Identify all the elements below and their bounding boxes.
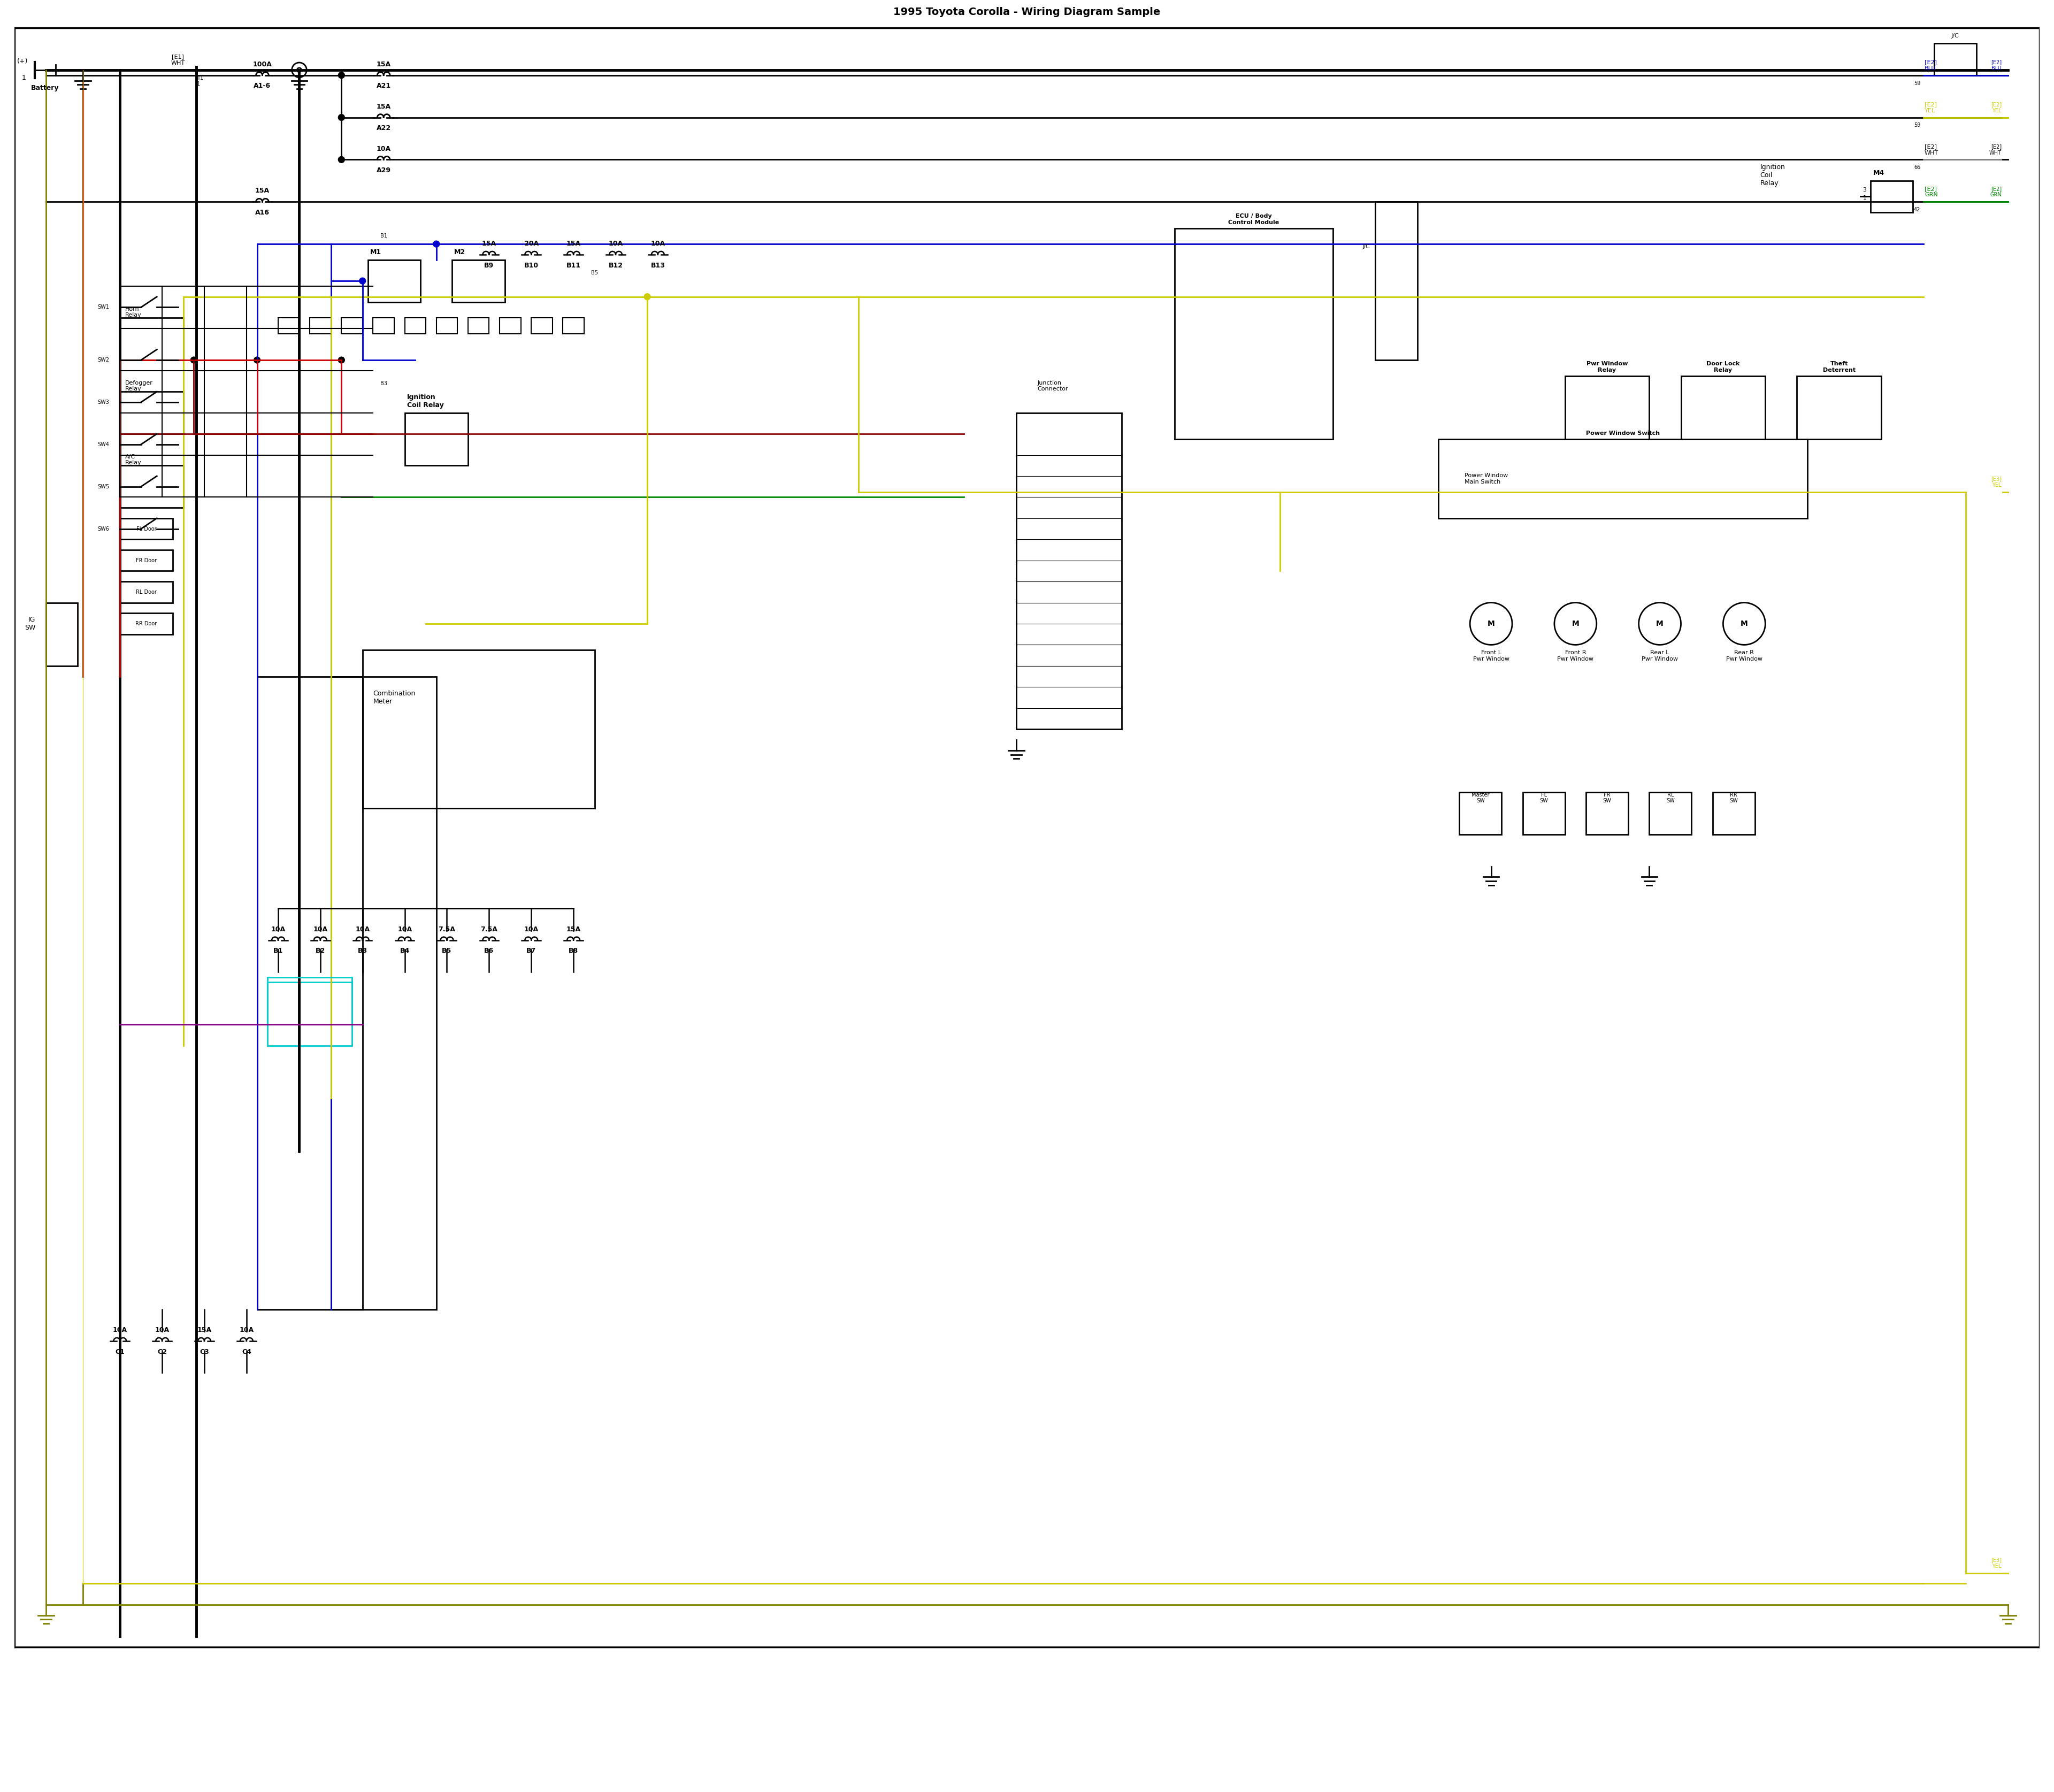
Text: FL
SW: FL SW <box>1540 792 1549 803</box>
Text: B12: B12 <box>608 262 622 269</box>
Text: 15A: 15A <box>376 104 390 109</box>
Circle shape <box>255 357 261 364</box>
Text: M: M <box>1571 620 1580 627</box>
Text: Horn
Relay: Horn Relay <box>125 306 142 317</box>
Text: M: M <box>1656 620 1664 627</box>
Bar <box>1680 376 1764 439</box>
Text: B3: B3 <box>380 382 386 387</box>
Bar <box>1522 792 1565 835</box>
Bar <box>331 676 435 1310</box>
Text: FL Door: FL Door <box>136 527 156 532</box>
Bar <box>267 982 351 1047</box>
Text: Defogger
Relay: Defogger Relay <box>125 380 152 392</box>
Text: RR Door: RR Door <box>136 622 156 627</box>
Bar <box>468 317 489 333</box>
Text: SW6: SW6 <box>99 527 109 532</box>
Circle shape <box>359 278 366 285</box>
Text: B7: B7 <box>526 948 536 955</box>
Bar <box>1565 376 1649 439</box>
Bar <box>1374 202 1417 360</box>
Text: SW1: SW1 <box>99 305 109 310</box>
Bar <box>1460 792 1501 835</box>
Text: 10A: 10A <box>113 1326 127 1333</box>
Text: ECU / Body
Control Module: ECU / Body Control Module <box>1228 213 1280 226</box>
Text: 10A: 10A <box>398 926 413 934</box>
Text: FR Door: FR Door <box>136 557 156 563</box>
Text: [E2]
WHT: [E2] WHT <box>1990 143 2001 156</box>
Text: Pwr Window
Relay: Pwr Window Relay <box>1586 362 1627 373</box>
Bar <box>1797 376 1881 439</box>
Bar <box>362 650 594 808</box>
Circle shape <box>339 357 345 364</box>
Bar <box>119 582 173 602</box>
Text: [E2]
BLU: [E2] BLU <box>1925 59 1937 72</box>
Text: B4: B4 <box>401 948 409 955</box>
Bar <box>119 518 173 539</box>
Text: Ignition
Coil
Relay: Ignition Coil Relay <box>1760 163 1785 186</box>
Text: B2: B2 <box>316 948 325 955</box>
Bar <box>532 317 553 333</box>
Bar <box>1871 181 1912 213</box>
Bar <box>1175 228 1333 439</box>
Text: A16: A16 <box>255 210 269 217</box>
Text: Ignition
Coil Relay: Ignition Coil Relay <box>407 394 444 409</box>
Text: FR
SW: FR SW <box>1602 792 1610 803</box>
Text: IG
SW: IG SW <box>25 616 35 631</box>
Circle shape <box>339 156 345 163</box>
Text: C3: C3 <box>199 1348 210 1355</box>
Text: A22: A22 <box>376 125 390 133</box>
Text: 66: 66 <box>1914 165 1920 170</box>
Circle shape <box>433 240 440 247</box>
Text: Door Lock
Relay: Door Lock Relay <box>1707 362 1740 373</box>
Bar <box>119 550 173 572</box>
Text: 100A: 100A <box>253 61 271 68</box>
Text: A29: A29 <box>376 167 390 174</box>
Text: 10A: 10A <box>608 240 622 247</box>
Text: 1: 1 <box>1863 195 1867 201</box>
Circle shape <box>339 115 345 120</box>
Bar <box>405 317 425 333</box>
Text: B3: B3 <box>357 948 368 955</box>
Text: A1-6: A1-6 <box>255 82 271 90</box>
Text: Battery: Battery <box>31 84 60 91</box>
Text: M2: M2 <box>454 249 466 256</box>
Bar <box>405 412 468 466</box>
Bar <box>1017 412 1121 729</box>
Text: 10A: 10A <box>524 926 538 934</box>
Text: A/C
Relay: A/C Relay <box>125 453 142 466</box>
Text: 15A: 15A <box>197 1326 212 1333</box>
Text: 42: 42 <box>1914 208 1920 213</box>
Text: B10: B10 <box>524 262 538 269</box>
Text: Combination
Meter: Combination Meter <box>374 690 415 704</box>
Text: B11: B11 <box>567 262 581 269</box>
Bar <box>257 676 362 1310</box>
Text: 15A: 15A <box>567 926 581 934</box>
Text: M4: M4 <box>1873 170 1884 176</box>
Bar <box>368 260 421 303</box>
Circle shape <box>645 294 651 299</box>
Text: 15A: 15A <box>483 240 497 247</box>
Circle shape <box>191 357 197 364</box>
Text: RL
SW: RL SW <box>1666 792 1674 803</box>
Text: [E2]
YEL: [E2] YEL <box>1925 102 1937 113</box>
Text: Rear R
Pwr Window: Rear R Pwr Window <box>1725 650 1762 661</box>
Text: B13: B13 <box>651 262 665 269</box>
Bar <box>1586 792 1629 835</box>
Text: [E3]
YEL: [E3] YEL <box>1990 1557 2001 1568</box>
Text: 7.5A: 7.5A <box>438 926 456 934</box>
Text: B6: B6 <box>485 948 493 955</box>
Bar <box>341 317 362 333</box>
Bar <box>1649 792 1692 835</box>
Text: A21: A21 <box>376 82 390 90</box>
Text: 3: 3 <box>1863 186 1867 192</box>
Bar <box>1438 439 1808 518</box>
Text: Master
SW: Master SW <box>1471 792 1489 803</box>
Text: SW2: SW2 <box>99 357 109 362</box>
Text: 15A: 15A <box>376 61 390 68</box>
Text: B1: B1 <box>380 233 386 238</box>
Text: Power Window Switch: Power Window Switch <box>1586 430 1660 435</box>
Text: 10A: 10A <box>376 145 390 152</box>
Text: 7.5A: 7.5A <box>481 926 497 934</box>
Text: B5: B5 <box>442 948 452 955</box>
Bar <box>499 317 522 333</box>
